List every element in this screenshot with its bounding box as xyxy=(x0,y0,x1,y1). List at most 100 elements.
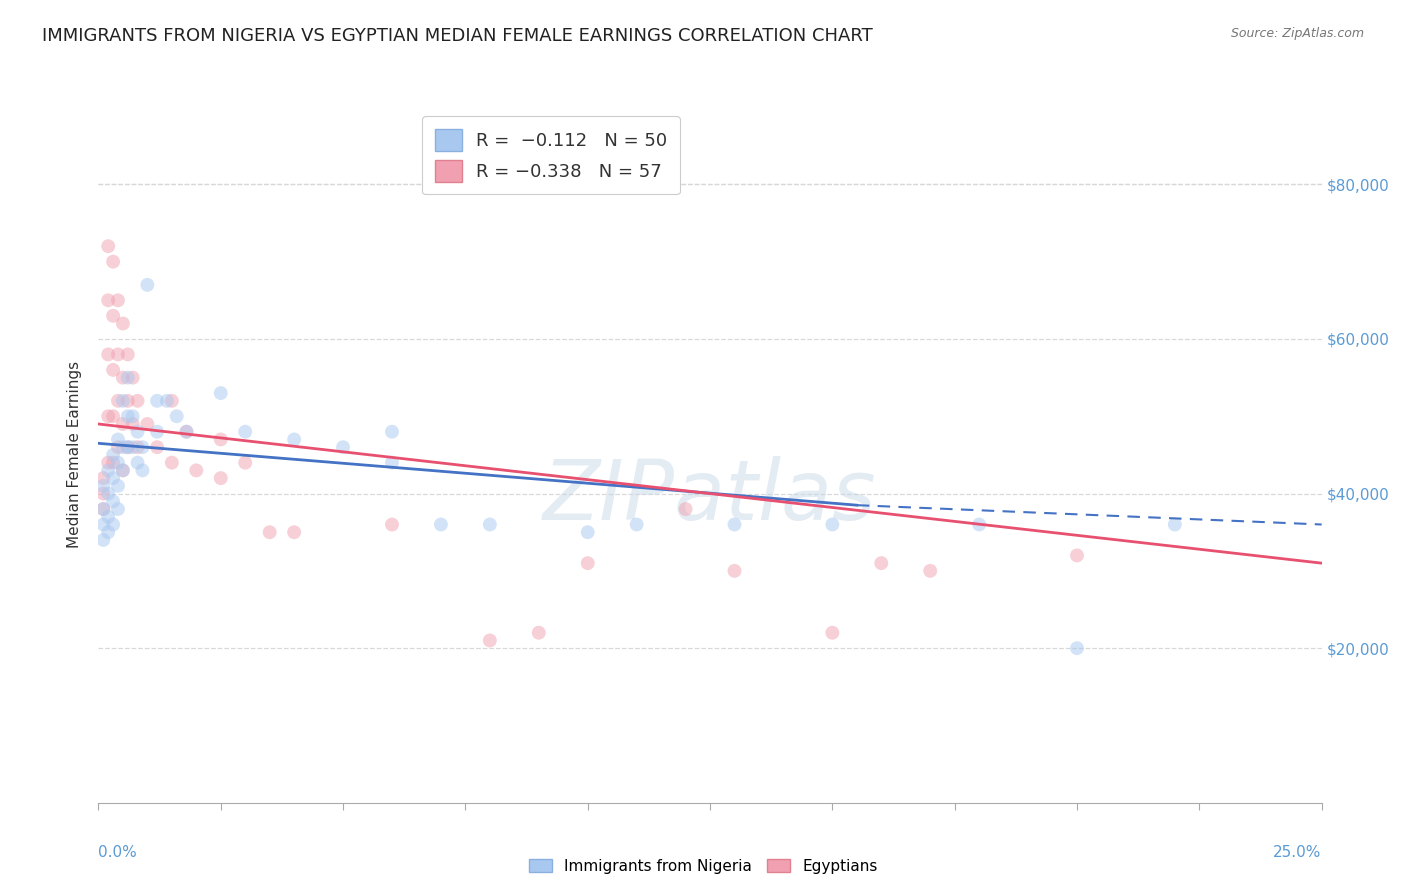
Point xyxy=(111,370,134,384)
Point xyxy=(136,417,159,431)
Point xyxy=(117,440,139,454)
Point xyxy=(127,440,149,454)
Point xyxy=(131,440,153,454)
Point xyxy=(101,409,124,424)
Point xyxy=(97,347,120,361)
Point xyxy=(111,463,134,477)
Point xyxy=(259,525,281,540)
Point xyxy=(107,393,129,408)
Point xyxy=(111,440,134,454)
Point xyxy=(107,440,129,454)
Point xyxy=(160,393,183,408)
Point xyxy=(381,456,404,470)
Point xyxy=(723,517,745,532)
Point xyxy=(160,456,183,470)
Point xyxy=(107,456,129,470)
Point xyxy=(107,433,129,447)
Point xyxy=(121,417,143,431)
Text: ZIPatlas: ZIPatlas xyxy=(543,456,877,537)
Point xyxy=(111,317,134,331)
Point xyxy=(967,517,990,532)
Point xyxy=(209,386,232,401)
Text: IMMIGRANTS FROM NIGERIA VS EGYPTIAN MEDIAN FEMALE EARNINGS CORRELATION CHART: IMMIGRANTS FROM NIGERIA VS EGYPTIAN MEDI… xyxy=(42,27,873,45)
Point xyxy=(97,463,120,477)
Point xyxy=(107,479,129,493)
Point xyxy=(821,517,844,532)
Point xyxy=(97,456,120,470)
Text: Source: ZipAtlas.com: Source: ZipAtlas.com xyxy=(1230,27,1364,40)
Point xyxy=(381,425,404,439)
Point xyxy=(107,293,129,308)
Point xyxy=(91,486,114,500)
Point xyxy=(821,625,844,640)
Point xyxy=(101,254,124,268)
Point xyxy=(127,393,149,408)
Point xyxy=(176,425,198,439)
Legend: R =  −0.112   N = 50, R = −0.338   N = 57: R = −0.112 N = 50, R = −0.338 N = 57 xyxy=(422,116,681,194)
Text: 0.0%: 0.0% xyxy=(98,845,138,860)
Point xyxy=(478,517,501,532)
Point xyxy=(127,456,149,470)
Point xyxy=(97,525,120,540)
Point xyxy=(209,433,232,447)
Point xyxy=(870,556,893,570)
Point xyxy=(101,517,124,532)
Point xyxy=(430,517,453,532)
Point xyxy=(576,556,599,570)
Point xyxy=(176,425,198,439)
Point xyxy=(91,471,114,485)
Point xyxy=(527,625,550,640)
Point xyxy=(156,393,179,408)
Point xyxy=(101,471,124,485)
Legend: Immigrants from Nigeria, Egyptians: Immigrants from Nigeria, Egyptians xyxy=(523,853,883,880)
Point xyxy=(107,502,129,516)
Point xyxy=(1066,641,1088,656)
Point xyxy=(111,417,134,431)
Point xyxy=(146,425,169,439)
Point xyxy=(97,409,120,424)
Point xyxy=(121,440,143,454)
Point xyxy=(209,471,232,485)
Point xyxy=(101,309,124,323)
Point xyxy=(283,433,305,447)
Point xyxy=(97,509,120,524)
Y-axis label: Median Female Earnings: Median Female Earnings xyxy=(67,361,83,549)
Point xyxy=(1066,549,1088,563)
Point xyxy=(91,517,114,532)
Point xyxy=(332,440,354,454)
Point xyxy=(117,409,139,424)
Text: 25.0%: 25.0% xyxy=(1274,845,1322,860)
Point xyxy=(131,463,153,477)
Point xyxy=(381,517,404,532)
Point xyxy=(101,363,124,377)
Point xyxy=(675,502,697,516)
Point xyxy=(920,564,942,578)
Point xyxy=(117,393,139,408)
Point xyxy=(723,564,745,578)
Point xyxy=(146,440,169,454)
Point xyxy=(97,486,120,500)
Point xyxy=(117,440,139,454)
Point xyxy=(121,409,143,424)
Point xyxy=(107,347,129,361)
Point xyxy=(111,463,134,477)
Point xyxy=(97,293,120,308)
Point xyxy=(127,425,149,439)
Point xyxy=(1164,517,1187,532)
Point xyxy=(146,393,169,408)
Point xyxy=(576,525,599,540)
Point xyxy=(233,425,256,439)
Point xyxy=(101,456,124,470)
Point xyxy=(117,347,139,361)
Point xyxy=(166,409,188,424)
Point xyxy=(101,494,124,508)
Point xyxy=(101,448,124,462)
Point xyxy=(186,463,208,477)
Point xyxy=(136,277,159,292)
Point xyxy=(91,479,114,493)
Point xyxy=(91,502,114,516)
Point xyxy=(91,533,114,547)
Point xyxy=(626,517,648,532)
Point xyxy=(121,370,143,384)
Point xyxy=(478,633,501,648)
